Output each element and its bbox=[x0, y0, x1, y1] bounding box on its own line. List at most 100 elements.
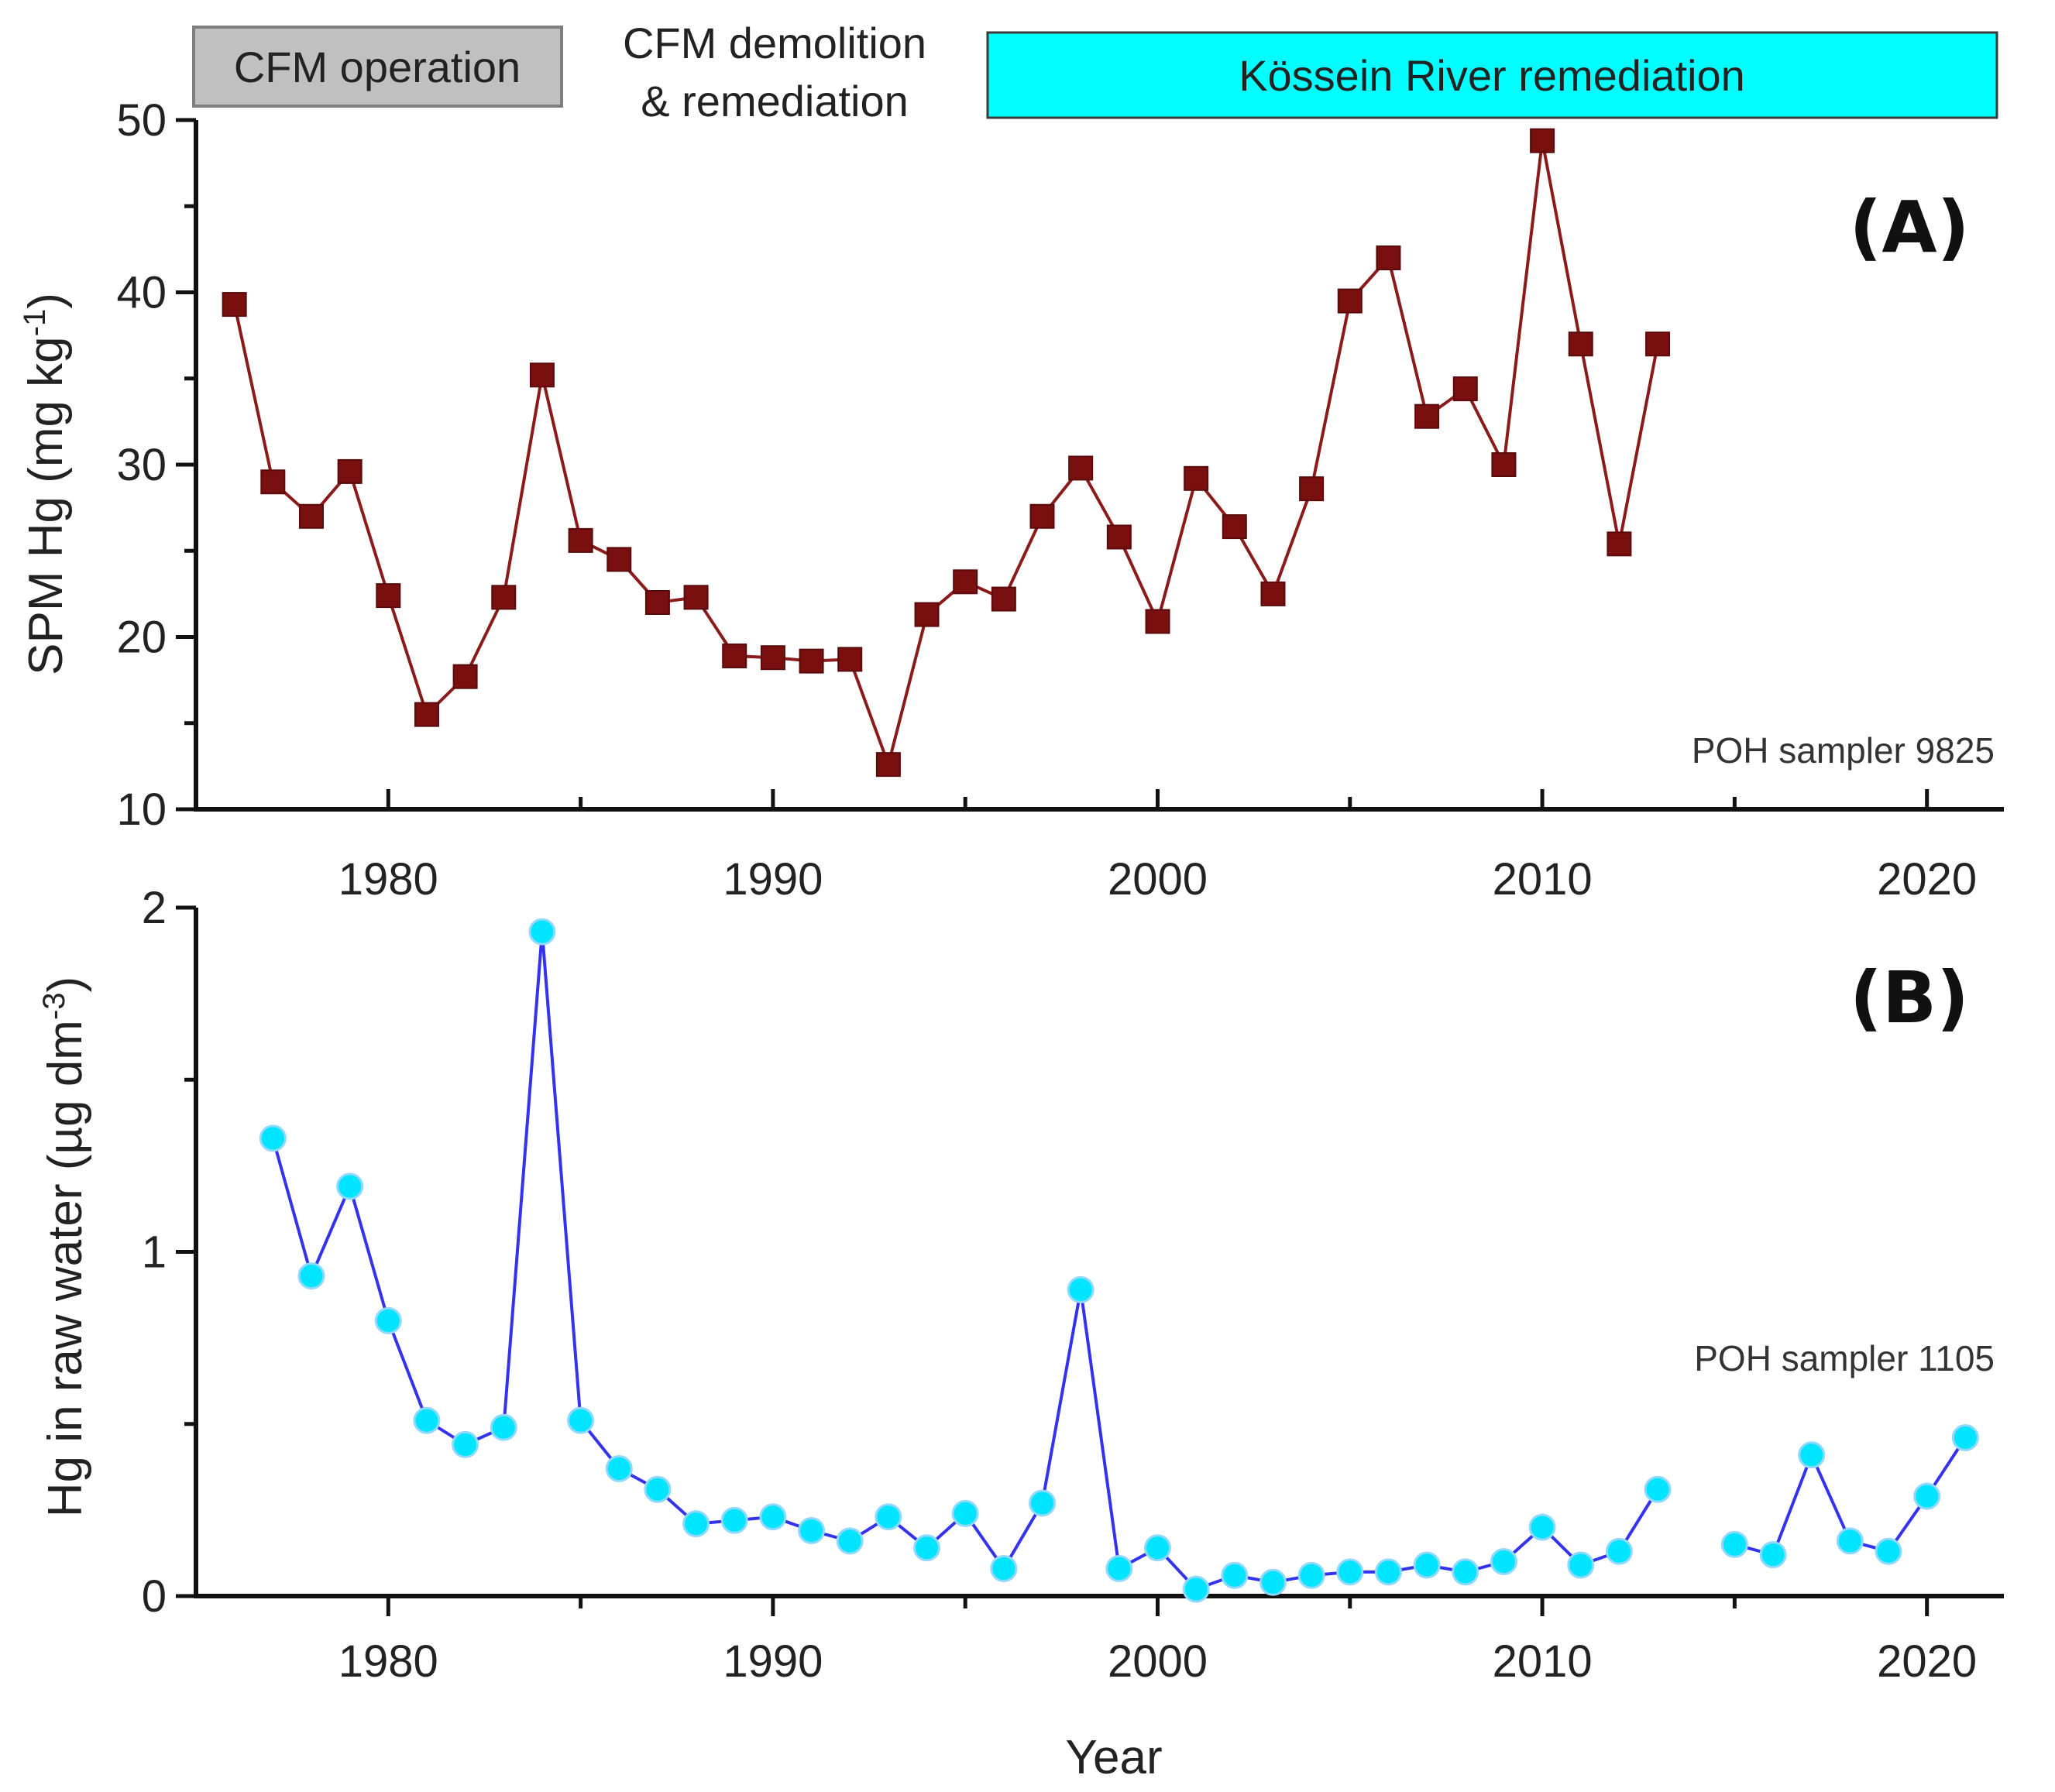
y-tick-label: 30 bbox=[116, 440, 167, 490]
data-point bbox=[990, 1554, 1018, 1582]
kossein-remediation-label: Kössein River remediation bbox=[1239, 51, 1745, 100]
data-point bbox=[722, 643, 747, 668]
data-point bbox=[1645, 331, 1671, 357]
x-tick-label: 2020 bbox=[1877, 854, 1977, 905]
data-point bbox=[1490, 1548, 1517, 1576]
data-point bbox=[875, 752, 901, 778]
data-point bbox=[1260, 581, 1286, 606]
data-point bbox=[337, 458, 363, 484]
data-point bbox=[1875, 1537, 1902, 1565]
x-tick-label: 1980 bbox=[338, 1636, 438, 1687]
data-point bbox=[914, 602, 940, 627]
data-point bbox=[1374, 1558, 1402, 1586]
panel-a: 1980 1990 2000 2010 2020 10 20 30 40 50 (A) POH s… bbox=[18, 95, 2004, 905]
data-point bbox=[413, 1406, 441, 1434]
data-point bbox=[605, 1455, 633, 1483]
data-point bbox=[798, 1517, 826, 1545]
data-point bbox=[1029, 1489, 1057, 1517]
data-point bbox=[528, 918, 556, 946]
data-point bbox=[1106, 524, 1132, 550]
data-point bbox=[529, 362, 555, 388]
panel-b-axes: 1980 1990 2000 2010 2020 0 1 2 bbox=[142, 883, 2004, 1687]
panel-b: 1980 1990 2000 2010 2020 0 1 2 (B) POH sampler … bbox=[37, 883, 2004, 1687]
data-point bbox=[1607, 531, 1632, 557]
x-tick-label: 1980 bbox=[338, 854, 438, 905]
data-point bbox=[1530, 128, 1555, 153]
data-point bbox=[683, 585, 709, 610]
data-point bbox=[913, 1534, 941, 1562]
data-point bbox=[374, 1306, 402, 1334]
data-point bbox=[1913, 1482, 1941, 1510]
data-point bbox=[760, 645, 785, 671]
data-point bbox=[1336, 1558, 1364, 1586]
data-point bbox=[799, 648, 824, 674]
data-point bbox=[1184, 465, 1209, 491]
panel-b-y-axis-title: Hg in raw water (µg dm-3) bbox=[37, 977, 92, 1517]
data-point bbox=[1491, 452, 1517, 477]
data-point bbox=[1568, 331, 1593, 357]
x-tick-label: 2020 bbox=[1877, 1636, 1977, 1687]
data-point bbox=[336, 1172, 364, 1200]
series-line bbox=[232, 140, 1660, 770]
panel-b-markers bbox=[259, 918, 1979, 1603]
data-point bbox=[491, 585, 517, 610]
data-point bbox=[1068, 455, 1094, 481]
panel-a-sampler-annotation: POH sampler 9825 bbox=[1692, 730, 1995, 771]
panel-a-y-axis-title: SPM Hg (mg kg-1) bbox=[18, 293, 73, 675]
y-tick-label: 10 bbox=[116, 784, 167, 835]
data-point bbox=[837, 647, 863, 672]
data-point bbox=[298, 503, 324, 529]
cfm-demolition-label-line1: CFM demolition bbox=[623, 19, 926, 67]
series-line bbox=[271, 931, 1659, 1591]
data-point bbox=[1605, 1537, 1633, 1565]
data-point bbox=[1759, 1541, 1787, 1569]
data-point bbox=[1297, 1561, 1325, 1589]
panel-b-label: (B) bbox=[1850, 956, 1969, 1039]
data-point bbox=[414, 702, 439, 727]
data-point bbox=[1720, 1530, 1748, 1558]
data-point bbox=[1029, 503, 1055, 529]
data-point bbox=[682, 1510, 710, 1538]
data-point bbox=[1376, 245, 1401, 270]
data-point bbox=[452, 664, 478, 689]
panel-a-label: (A) bbox=[1849, 186, 1969, 269]
x-tick-label: 1990 bbox=[723, 854, 823, 905]
data-point bbox=[1182, 1575, 1210, 1603]
cfm-operation-label: CFM operation bbox=[234, 43, 521, 91]
data-point bbox=[875, 1503, 902, 1531]
data-point bbox=[259, 1124, 287, 1152]
data-point bbox=[1299, 476, 1325, 502]
data-point bbox=[452, 1430, 479, 1458]
data-point bbox=[759, 1503, 787, 1531]
x-tick-label: 2010 bbox=[1493, 854, 1593, 905]
data-point bbox=[1452, 376, 1478, 402]
data-point bbox=[1528, 1513, 1556, 1541]
data-point bbox=[1221, 1561, 1249, 1589]
data-point bbox=[644, 590, 670, 615]
data-point bbox=[297, 1262, 325, 1290]
x-tick-label: 2000 bbox=[1108, 1636, 1208, 1687]
data-point bbox=[720, 1506, 748, 1534]
y-tick-label: 40 bbox=[116, 268, 167, 318]
panel-a-series-line bbox=[232, 140, 1660, 770]
y-tick-label: 50 bbox=[116, 95, 167, 146]
data-point bbox=[644, 1475, 672, 1503]
data-point bbox=[568, 527, 593, 553]
data-point bbox=[836, 1527, 864, 1555]
data-point bbox=[260, 469, 286, 495]
kossein-remediation-box bbox=[986, 31, 1998, 119]
data-point bbox=[607, 547, 632, 572]
data-point bbox=[1105, 1554, 1133, 1582]
data-point bbox=[222, 292, 247, 318]
data-point bbox=[1798, 1441, 1826, 1469]
data-point bbox=[1452, 1558, 1479, 1586]
panel-b-series-line bbox=[271, 931, 1967, 1591]
cfm-operation-box bbox=[192, 26, 563, 108]
data-point bbox=[951, 1499, 979, 1527]
data-point bbox=[1222, 514, 1247, 540]
x-axis-title: Year bbox=[1065, 1731, 1162, 1784]
data-point bbox=[1644, 1475, 1672, 1503]
data-point bbox=[1567, 1551, 1595, 1579]
x-tick-label: 2010 bbox=[1493, 1636, 1593, 1687]
